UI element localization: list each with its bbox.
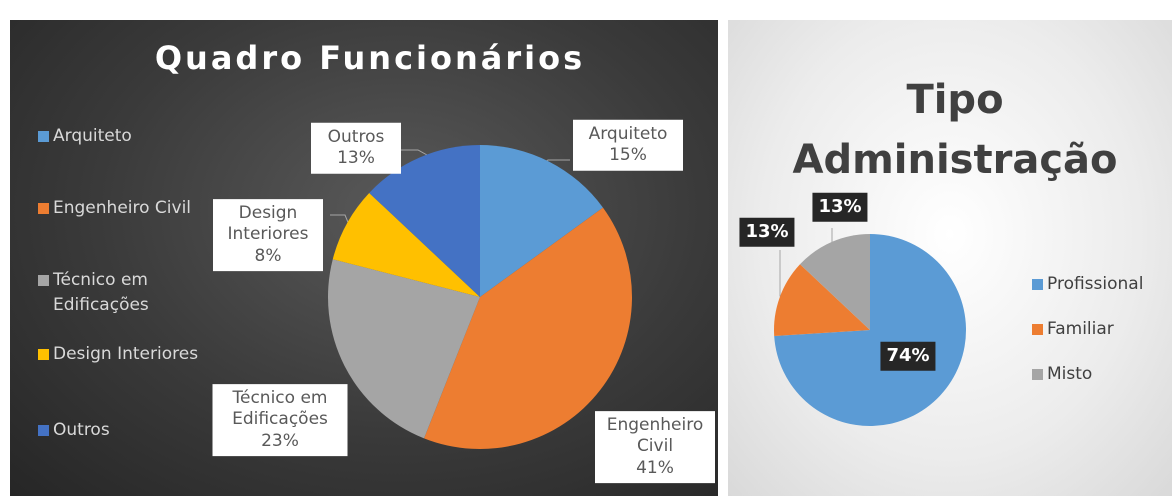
data-label: Técnico em Edificações 23% xyxy=(212,384,348,456)
data-label-value: 13% xyxy=(745,220,789,242)
legend-item: Profissional xyxy=(1032,272,1143,297)
legend-item: Outros xyxy=(38,418,238,443)
pie-slice xyxy=(332,192,480,297)
legend-swatch xyxy=(38,425,49,436)
chart-panel xyxy=(728,20,1172,496)
legend-swatch xyxy=(38,131,49,142)
legend-swatch xyxy=(38,203,49,214)
data-label-value: 23% xyxy=(261,430,299,451)
data-label: 13% xyxy=(739,217,795,247)
legend-swatch xyxy=(1032,369,1043,380)
pie-slice xyxy=(424,207,632,449)
legend-swatch xyxy=(1032,324,1043,335)
legend-swatch xyxy=(38,349,49,360)
chart-title: Tipo Administração xyxy=(792,77,1118,183)
data-label: Arquiteto 15% xyxy=(573,119,683,171)
data-label: 13% xyxy=(812,192,868,222)
legend-item: Misto xyxy=(1032,362,1092,387)
legend-swatch xyxy=(1032,279,1043,290)
pie-slice xyxy=(369,145,480,297)
data-label-value: 74% xyxy=(886,344,930,366)
legend-label: Profissional xyxy=(1047,274,1144,294)
pie-slice xyxy=(774,264,870,337)
legend-item: Engenheiro Civil xyxy=(38,196,238,221)
legend-label: Misto xyxy=(1047,364,1093,384)
legend-label: Design Interiores xyxy=(53,344,199,364)
legend-item: Técnico em Edificações xyxy=(38,268,238,317)
data-label-category: Outros xyxy=(327,126,385,147)
data-label-value: 13% xyxy=(818,195,862,217)
data-label: Design Interiores 8% xyxy=(213,199,323,271)
data-label-category: Engenheiro Civil xyxy=(606,415,704,457)
data-label-value: 13% xyxy=(337,148,375,168)
legend-swatch xyxy=(38,275,49,286)
data-label-category: Design Interiores xyxy=(227,203,309,245)
legend-label: Engenheiro Civil xyxy=(53,198,192,218)
legend-label: Técnico em Edificações xyxy=(53,270,149,315)
legend-item: Design Interiores xyxy=(38,342,238,367)
data-label-value: 41% xyxy=(636,457,674,478)
pie-slice xyxy=(774,234,967,426)
pie-slice xyxy=(328,259,480,439)
legend-item: Familiar xyxy=(1032,317,1114,342)
data-label: Outros 13% xyxy=(311,122,401,174)
chart-title: Quadro Funcionários xyxy=(154,39,586,77)
legend-item: Arquiteto xyxy=(38,124,238,149)
data-label-category: Arquiteto xyxy=(588,123,668,144)
data-label: Engenheiro Civil 41% xyxy=(595,411,715,483)
data-label-value: 15% xyxy=(609,145,647,165)
legend-label: Familiar xyxy=(1047,319,1114,339)
data-label-category: Técnico em Edificações xyxy=(232,388,328,430)
pie-slice xyxy=(800,234,870,330)
legend-label: Outros xyxy=(53,420,110,440)
legend-label: Arquiteto xyxy=(53,126,132,146)
data-label: 74% xyxy=(880,341,936,371)
pie-slice xyxy=(480,145,603,297)
data-label-value: 8% xyxy=(254,245,282,266)
